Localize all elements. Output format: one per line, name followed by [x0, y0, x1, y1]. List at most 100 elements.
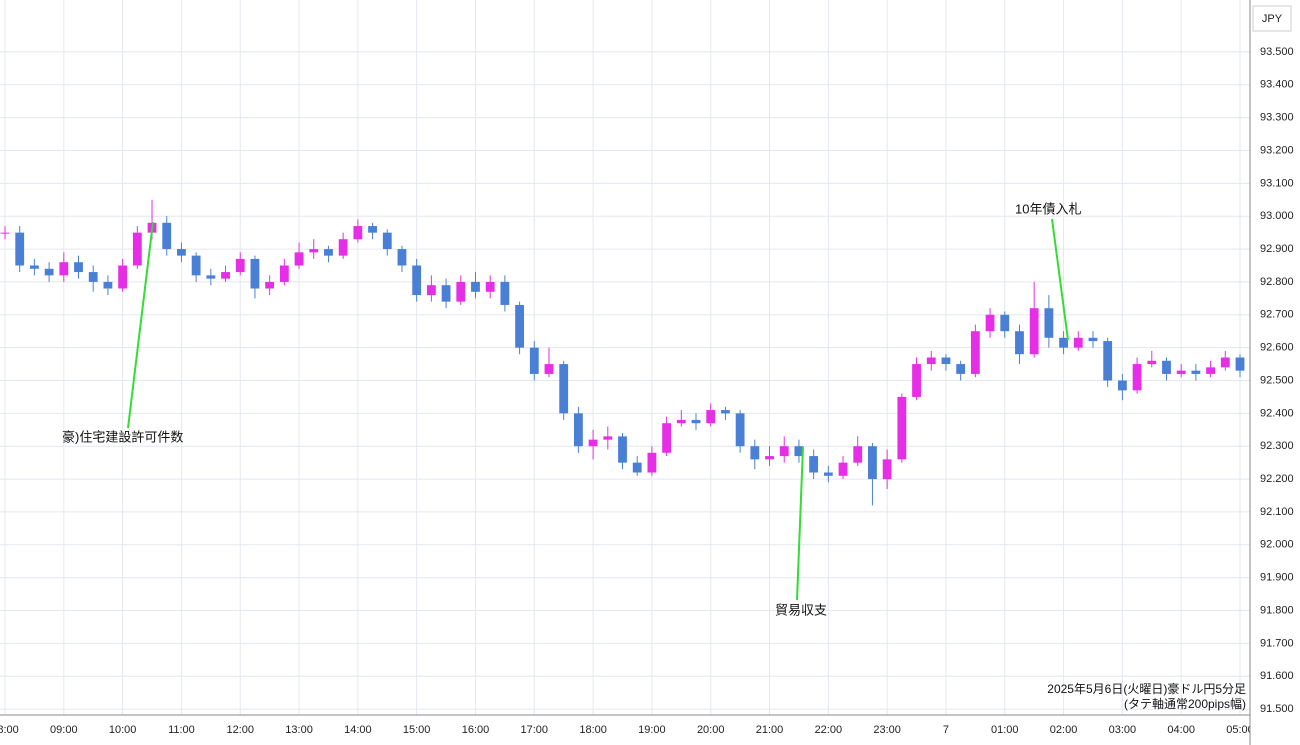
y-tick-label: 92.900 [1260, 243, 1294, 255]
candle-body [221, 272, 230, 279]
x-tick-label: 14:00 [344, 724, 372, 736]
candle-body [177, 249, 186, 256]
candle-body [59, 262, 69, 276]
candle-body [368, 226, 377, 233]
candle-body [779, 446, 789, 457]
candle-body [721, 410, 730, 414]
candle-body [632, 462, 642, 473]
candle-body [103, 281, 113, 289]
candle-body [235, 258, 245, 273]
annotation-line [1051, 218, 1069, 341]
x-tick-label: 04:00 [1167, 724, 1195, 736]
y-tick-label: 91.600 [1260, 670, 1294, 682]
y-tick-label: 93.000 [1260, 210, 1294, 222]
annotation-line [796, 446, 804, 601]
y-tick-label: 93.200 [1260, 144, 1294, 156]
candle-body [1162, 360, 1171, 374]
candle-body [250, 258, 260, 289]
candle-body [794, 446, 804, 457]
candle-body [132, 232, 142, 266]
x-tick-label: 03:00 [1109, 724, 1137, 736]
candle-body [29, 265, 39, 269]
y-tick-label: 92.000 [1260, 539, 1294, 551]
candle-body [162, 222, 172, 250]
candle-body [382, 232, 392, 250]
x-axis: 08:00 09:00 10:00 11:00 12:00 13:00 14:00 15:00… [0, 724, 1250, 736]
candle-body [338, 239, 348, 256]
x-tick-label: 10:00 [109, 724, 137, 736]
x-tick-label: 08:00 [0, 724, 19, 736]
candle-body [838, 462, 848, 476]
candle-body [1176, 370, 1186, 374]
x-tick-label: 17:00 [521, 724, 549, 736]
candle-body [559, 364, 569, 414]
candle-body [1235, 357, 1245, 371]
candle-body [1220, 357, 1230, 368]
candle-body [412, 265, 422, 296]
candle-body [456, 281, 466, 302]
x-tick-label: 13:00 [285, 724, 313, 736]
y-tick-label: 93.400 [1260, 79, 1294, 91]
candle-body [985, 314, 995, 332]
candle-body [118, 265, 128, 289]
x-tick-label: 11:00 [168, 724, 195, 736]
candle-body [294, 252, 304, 266]
x-tick-label: 23:00 [873, 724, 901, 736]
y-tick-label: 92.700 [1260, 309, 1294, 321]
y-tick-label: 92.800 [1260, 276, 1294, 288]
candle-body [1059, 337, 1068, 348]
candle-body [88, 272, 98, 282]
y-tick-label: 93.500 [1260, 46, 1294, 58]
candle-body [15, 232, 25, 266]
candle-body [1044, 308, 1054, 338]
candle-body [647, 452, 657, 473]
candle-body [206, 275, 216, 279]
y-tick-label: 91.500 [1260, 703, 1294, 715]
candle-body [1015, 331, 1024, 355]
y-tick-label: 93.300 [1260, 112, 1294, 124]
x-tick-label: 15:00 [403, 724, 431, 736]
candle-body [309, 249, 319, 253]
y-tick-label: 92.600 [1260, 342, 1294, 354]
candle-body [1029, 308, 1039, 355]
candle-body [279, 265, 289, 282]
y-tick-label: 92.500 [1260, 374, 1294, 386]
x-tick-label: 01:00 [991, 724, 1019, 736]
candle-body [1206, 367, 1216, 374]
candle-body [1147, 360, 1157, 365]
candle-body [74, 262, 83, 273]
candle-body [926, 357, 936, 365]
candle-body [706, 410, 716, 424]
y-tick-label: 91.800 [1260, 604, 1294, 616]
annotation-label: 10年債入札 [1015, 201, 1081, 216]
candle-body [485, 281, 495, 292]
candle-body [588, 439, 598, 447]
x-tick-label: 22:00 [815, 724, 843, 736]
x-tick-label: 7 [943, 724, 949, 736]
candle-body [809, 456, 819, 473]
x-tick-label: 19:00 [638, 724, 666, 736]
y-tick-label: 92.100 [1260, 506, 1294, 518]
candle-body [691, 419, 701, 424]
x-tick-label: 09:00 [50, 724, 78, 736]
candle-body [912, 364, 921, 397]
candle-body [853, 446, 863, 463]
y-tick-label: 91.700 [1260, 637, 1294, 649]
candle-body [765, 456, 774, 460]
candle-body [1117, 380, 1127, 391]
candle-body [44, 268, 54, 276]
x-tick-label: 12:00 [226, 724, 254, 736]
candle-body [676, 419, 686, 424]
candle-body [529, 347, 539, 374]
candle-body [882, 459, 892, 480]
y-tick-label: 92.200 [1260, 473, 1294, 485]
x-tick-label: 16:00 [462, 724, 490, 736]
caption: (タテ軸通常200pips幅) [1124, 696, 1246, 711]
candle-body [1132, 364, 1142, 391]
candle-body [1073, 337, 1083, 348]
caption: 2025年5月6日(火曜日)豪ドル円5分足 [1047, 681, 1246, 696]
candle-body [500, 281, 510, 305]
candle-body [1000, 314, 1010, 332]
candle-body [515, 304, 524, 348]
